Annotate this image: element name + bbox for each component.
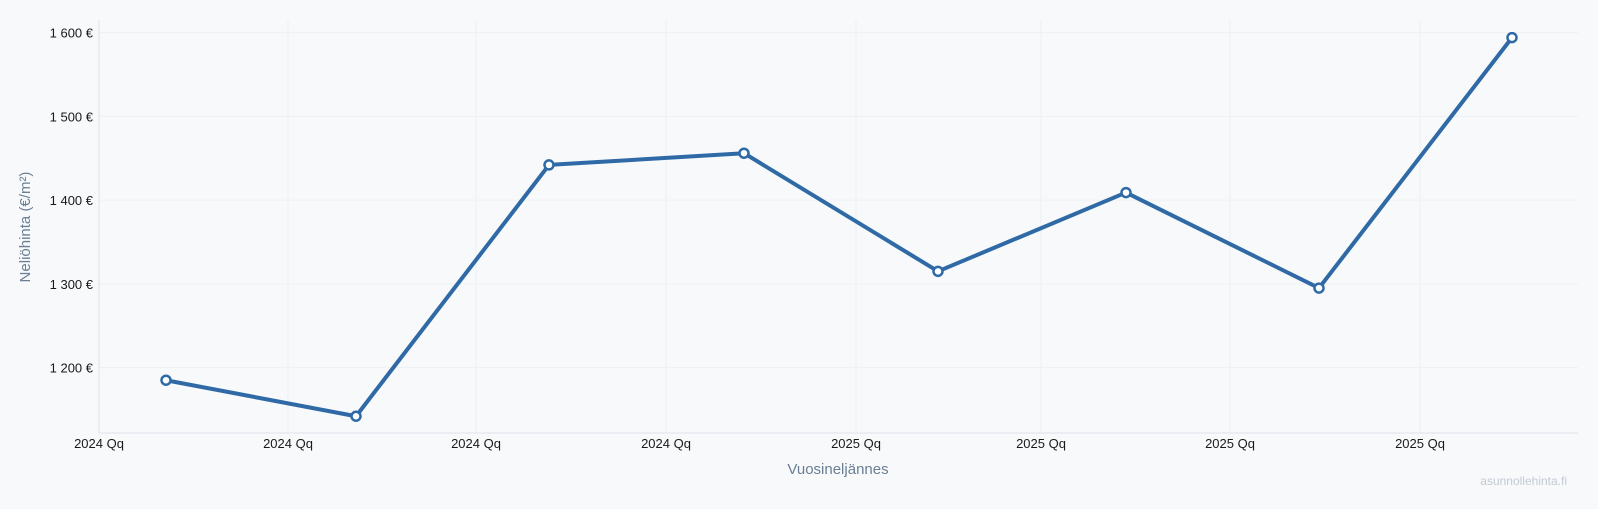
watermark: asunnollehinta.fi: [1480, 474, 1567, 488]
x-axis-title: Vuosineljännes: [787, 461, 888, 478]
data-point: [1313, 282, 1325, 294]
series-line-0: [164, 35, 1514, 419]
y-axis-title: Neliöhinta (€/m²): [17, 172, 34, 283]
y-tick-label: 1 200 €: [50, 361, 94, 376]
data-point: [543, 159, 555, 171]
series-group: [160, 31, 1518, 422]
x-tick-label: 2025 Qq: [1205, 436, 1255, 451]
y-tick-label: 1 400 €: [50, 193, 94, 208]
x-tick-label: 2024 Qq: [263, 436, 313, 451]
data-point: [350, 410, 362, 422]
y-tick-labels: 1 200 € 1 300 € 1 400 € 1 500 € 1 600 €: [50, 26, 94, 376]
grid: [99, 20, 1578, 433]
data-point: [1120, 186, 1132, 199]
x-tick-label: 2025 Qq: [1016, 436, 1066, 451]
x-tick-label: 2024 Qq: [451, 436, 501, 451]
y-tick-label: 1 300 €: [50, 277, 94, 292]
x-tick-label: 2024 Qq: [641, 436, 691, 451]
x-tick-label: 2025 Qq: [831, 436, 881, 451]
data-point: [738, 147, 750, 159]
data-point: [932, 265, 944, 278]
x-tick-label: 2025 Qq: [1395, 436, 1445, 451]
data-point: [1506, 31, 1518, 44]
y-tick-label: 1 600 €: [50, 26, 94, 41]
x-tick-label: 2024 Qq: [74, 436, 124, 451]
y-tick-label: 1 500 €: [50, 109, 94, 124]
x-tick-labels: 2024 Qq 2024 Qq 2024 Qq 2024 Qq 2025 Qq 2025 …: [74, 436, 1445, 451]
data-point: [160, 374, 172, 386]
